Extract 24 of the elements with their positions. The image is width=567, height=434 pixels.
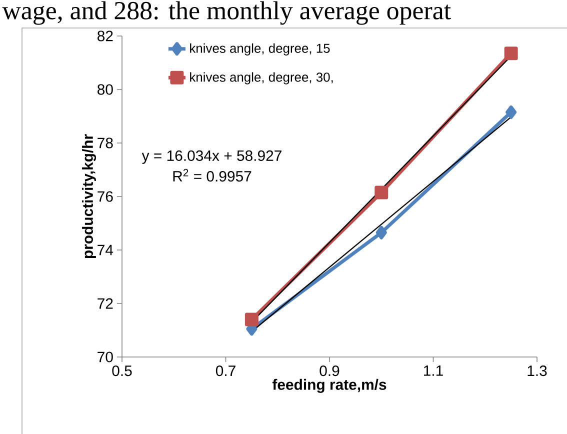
annotation: R$^{2}$ = 0.9957	[173, 168, 252, 182]
legend-label: knives angle, degree, 30,	[190, 72, 333, 84]
x-tick-label: 1.1	[424, 366, 443, 376]
y-tick-label: 76	[98, 191, 113, 202]
y-tick-label: 70	[98, 352, 113, 362]
x-tick-label: 0.5	[112, 366, 132, 376]
x-tick-label: 0.9	[320, 366, 340, 376]
legend-label: knives angle, degree, 15	[190, 43, 330, 56]
y-axis-title: productivity,kg/hr	[82, 134, 96, 258]
annotation: y = 16.034x + 58.927	[142, 150, 282, 164]
y-tick-label: 82	[98, 30, 113, 42]
y-tick-label: 80	[98, 84, 113, 95]
point	[506, 105, 517, 119]
y-tick-label: 78	[98, 138, 113, 148]
y-tick-label: 72	[98, 298, 113, 309]
x-axis-title: feeding rate,m/s	[272, 378, 386, 393]
point	[244, 312, 258, 326]
point	[376, 226, 387, 240]
point	[504, 46, 518, 60]
x-tick-label: 0.7	[216, 366, 236, 376]
x-tick-label: 1.3	[528, 366, 547, 376]
point	[374, 186, 388, 200]
y-tick-label: 74	[98, 244, 114, 256]
text: wage, and 288: the monthly average operat	[2, 1, 451, 25]
